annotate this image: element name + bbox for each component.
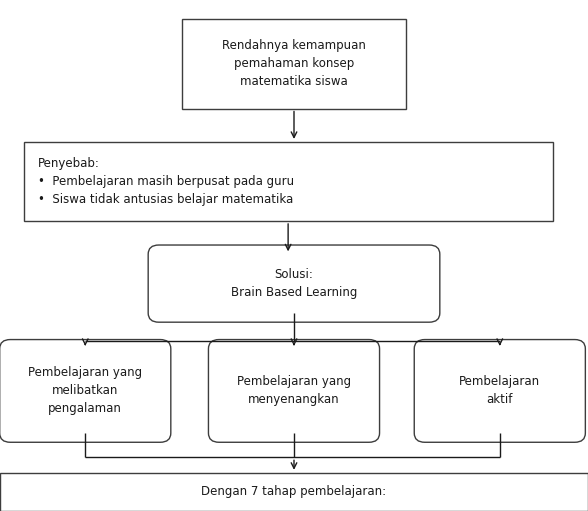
Text: Dengan 7 tahap pembelajaran:: Dengan 7 tahap pembelajaran:: [202, 485, 386, 498]
FancyBboxPatch shape: [24, 142, 553, 221]
Text: Pembelajaran
aktif: Pembelajaran aktif: [459, 376, 540, 406]
FancyBboxPatch shape: [182, 19, 406, 109]
FancyBboxPatch shape: [0, 473, 588, 511]
Text: Penyebab:
•  Pembelajaran masih berpusat pada guru
•  Siswa tidak antusias belaj: Penyebab: • Pembelajaran masih berpusat …: [38, 157, 295, 206]
FancyBboxPatch shape: [0, 339, 171, 442]
FancyBboxPatch shape: [208, 339, 380, 442]
Text: Pembelajaran yang
melibatkan
pengalaman: Pembelajaran yang melibatkan pengalaman: [28, 366, 142, 415]
FancyBboxPatch shape: [148, 245, 440, 322]
Text: Rendahnya kemampuan
pemahaman konsep
matematika siswa: Rendahnya kemampuan pemahaman konsep mat…: [222, 39, 366, 88]
Text: Solusi:
Brain Based Learning: Solusi: Brain Based Learning: [231, 268, 357, 299]
Text: Pembelajaran yang
menyenangkan: Pembelajaran yang menyenangkan: [237, 376, 351, 406]
FancyBboxPatch shape: [414, 339, 585, 442]
